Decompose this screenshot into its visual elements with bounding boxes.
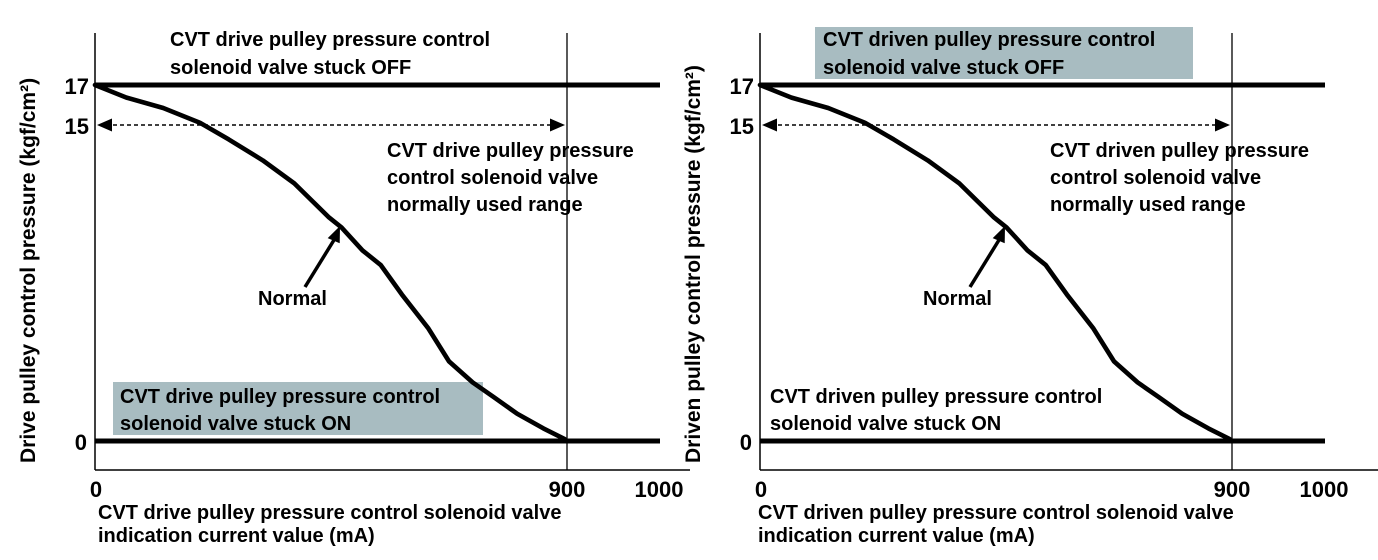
stuck-off-label-line2: solenoid valve stuck OFF (170, 57, 411, 79)
stuck-off-label-line1: CVT drive pulley pressure control (170, 29, 490, 51)
x-axis-label-line1: CVT driven pulley pressure control solen… (758, 502, 1234, 524)
arrow-right-icon (550, 118, 565, 132)
x-tick-0: 0 (755, 477, 767, 502)
normal-curve (92, 82, 570, 444)
x-axis-label-line1: CVT drive pulley pressure control soleno… (98, 502, 561, 524)
stuck-on-label-line1: CVT drive pulley pressure control (120, 386, 440, 408)
x-axis-label-line2: indication current value (mA) (98, 525, 375, 547)
chart-driven-pulley: Driven pulley control pressure (kgf/cm²)… (682, 27, 1378, 547)
x-tick-0: 0 (90, 477, 102, 502)
normal-range-label-line2: control solenoid valve (1050, 167, 1261, 189)
y-tick-0: 0 (75, 430, 87, 455)
stuck-on-label-line2: solenoid valve stuck ON (770, 413, 1001, 435)
normal-curve (757, 82, 1235, 444)
stuck-on-label-line2: solenoid valve stuck ON (120, 413, 351, 435)
normal-range-label-line1: CVT drive pulley pressure (387, 140, 634, 162)
normal-label: Normal (258, 288, 327, 310)
y-axis-label: Driven pulley control pressure (kgf/cm²) (682, 65, 705, 463)
arrow-left-icon (762, 118, 777, 132)
arrow-left-icon (97, 118, 112, 132)
normal-annotation-arrow-shaft (968, 239, 1001, 288)
y-tick-15: 15 (730, 114, 754, 139)
stuck-off-label-line1: CVT driven pulley pressure control (823, 29, 1155, 51)
y-tick-15: 15 (65, 114, 89, 139)
normal-range-label-line3: normally used range (387, 194, 583, 216)
normal-annotation-arrow-shaft (303, 239, 336, 288)
y-tick-0: 0 (740, 430, 752, 455)
normal-range-label-line2: control solenoid valve (387, 167, 598, 189)
arrow-right-icon (1215, 118, 1230, 132)
x-tick-1000: 1000 (1300, 477, 1349, 502)
y-axis-label: Drive pulley control pressure (kgf/cm²) (17, 78, 40, 463)
normal-annotation-arrowhead-icon (327, 226, 340, 244)
normal-label: Normal (923, 288, 992, 310)
stuck-off-label-line2: solenoid valve stuck OFF (823, 57, 1064, 79)
x-axis-label-line2: indication current value (mA) (758, 525, 1035, 547)
y-tick-17: 17 (65, 74, 89, 99)
chart-drive-pulley: Drive pulley control pressure (kgf/cm²) … (17, 29, 690, 547)
stuck-on-highlight (113, 382, 483, 435)
x-tick-1000: 1000 (635, 477, 684, 502)
stuck-off-highlight (815, 27, 1193, 79)
normal-range-label-line3: normally used range (1050, 194, 1246, 216)
y-tick-17: 17 (730, 74, 754, 99)
normal-range-label-line1: CVT driven pulley pressure (1050, 140, 1309, 162)
x-tick-900: 900 (1214, 477, 1251, 502)
stuck-on-label-line1: CVT driven pulley pressure control (770, 386, 1102, 408)
normal-annotation-arrowhead-icon (992, 226, 1005, 244)
x-tick-900: 900 (549, 477, 586, 502)
